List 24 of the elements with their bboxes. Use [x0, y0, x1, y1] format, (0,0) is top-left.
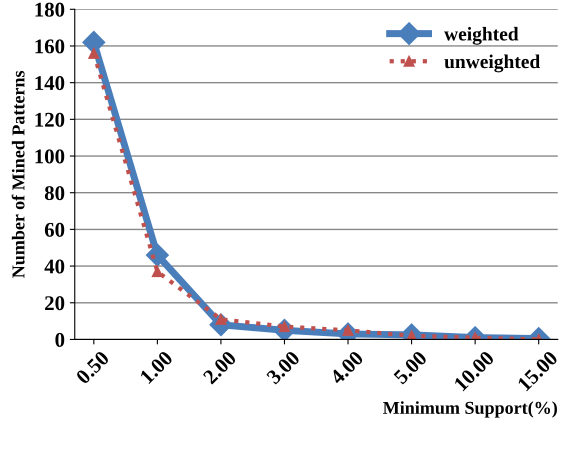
x-tick-label: 0.50 [75, 350, 110, 385]
point [146, 244, 169, 267]
y-tick-label: 20 [45, 296, 64, 310]
legend-label: unweighted [444, 54, 540, 72]
y-tick-label: 120 [35, 112, 64, 127]
x-tick-label: 3.00 [266, 350, 301, 385]
y-tick-label: 80 [44, 186, 64, 200]
point [82, 30, 106, 54]
y-tick-label: 0 [55, 332, 64, 347]
y-tick-label: 140 [35, 76, 64, 90]
y-axis-title: Number of Mined Patterns [12, 70, 25, 278]
y-tick-label: 180 [35, 2, 64, 17]
x-tick-label: 4.00 [329, 350, 364, 386]
y-tick-label: 60 [44, 222, 64, 237]
x-tick-label: 2.00 [202, 350, 237, 385]
x-axis-title: Minimum Support(%) [383, 401, 557, 418]
y-tick-label: 160 [35, 39, 64, 54]
x-tick-label: 5.00 [393, 350, 428, 385]
point [88, 48, 100, 59]
x-tick-label: 1.00 [139, 350, 174, 384]
y-tick-label: 100 [35, 149, 64, 164]
legend-label: weighted [444, 26, 518, 45]
point [152, 266, 163, 278]
y-tick-label: 40 [44, 259, 64, 274]
